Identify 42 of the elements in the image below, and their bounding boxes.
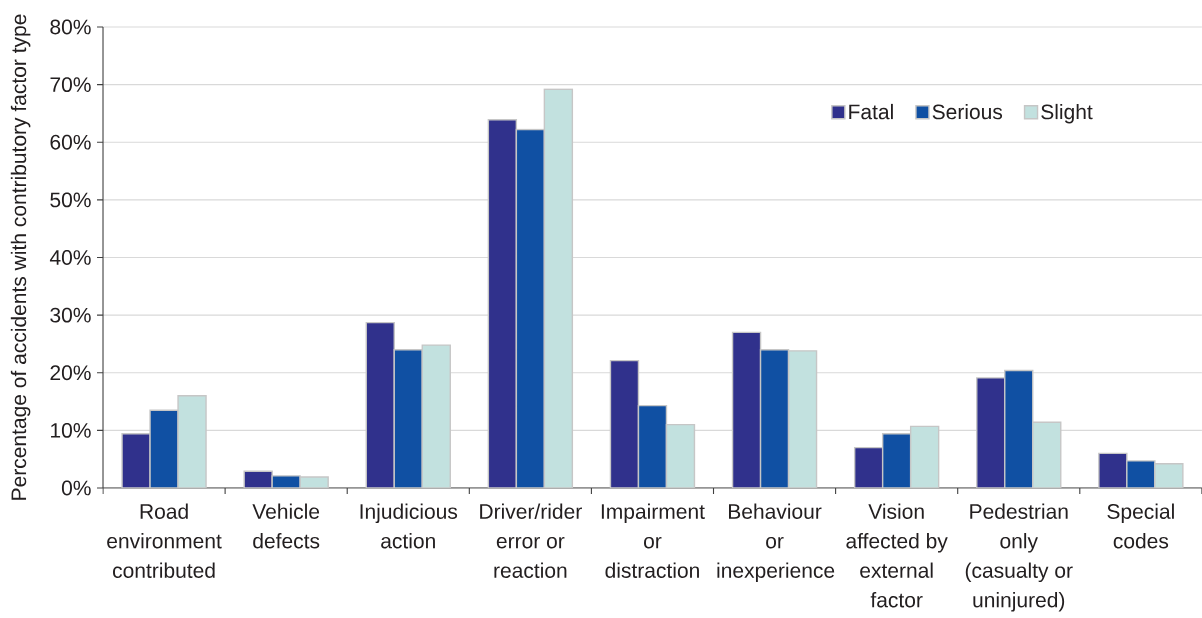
bar: [1032, 421, 1062, 488]
y-tick-label: 0%: [61, 480, 91, 496]
y-tick-label: 10%: [51, 422, 91, 438]
x-tick-label: Road environment contributed: [107, 503, 222, 578]
x-tick-label: Behaviour or inexperience: [717, 503, 835, 583]
y-tick-label: 40%: [49, 250, 91, 265]
bar: [543, 88, 574, 488]
bar: [609, 359, 640, 488]
bar: [976, 377, 1006, 488]
bar: [515, 128, 546, 488]
x-tick-label: Vision affected by external factor: [846, 503, 948, 608]
bar: [637, 404, 668, 488]
x-tick-label: Pedestrian only (casualty or uninjured): [965, 503, 1073, 612]
y-tick-label: 30%: [50, 307, 91, 323]
bar: [853, 446, 884, 488]
y-axis-title: Percentage of accidents with contributory factor type: [10, 14, 31, 500]
bar: [787, 350, 818, 488]
y-tick-label: 60%: [50, 134, 91, 150]
bar: [759, 348, 790, 488]
bar: [365, 321, 395, 488]
bar: [393, 348, 423, 488]
bar: [1004, 369, 1034, 488]
legend-label: Slight: [1041, 103, 1093, 124]
bar: [881, 433, 912, 488]
x-tick-label: Injudicious action: [360, 503, 458, 549]
bar: [909, 425, 940, 488]
legend-label: Fatal: [849, 103, 893, 120]
x-tick-label: Vehicle defects: [252, 503, 320, 549]
y-tick-label: 50%: [50, 192, 91, 208]
bar: [421, 344, 451, 488]
x-tick-label: Driver/rider error or reaction: [480, 503, 582, 578]
legend-label: Serious: [932, 103, 1003, 120]
x-tick-label: Impairment or distraction: [601, 503, 705, 578]
bar: [149, 409, 179, 488]
bar: [665, 423, 696, 488]
y-tick-label: 80%: [50, 19, 91, 35]
y-tick-label: 70%: [50, 77, 91, 93]
x-tick-label: Special codes: [1107, 503, 1174, 549]
bar: [487, 119, 518, 488]
bar: [731, 331, 762, 488]
bar: [177, 395, 207, 488]
y-tick-label: 20%: [50, 365, 91, 381]
